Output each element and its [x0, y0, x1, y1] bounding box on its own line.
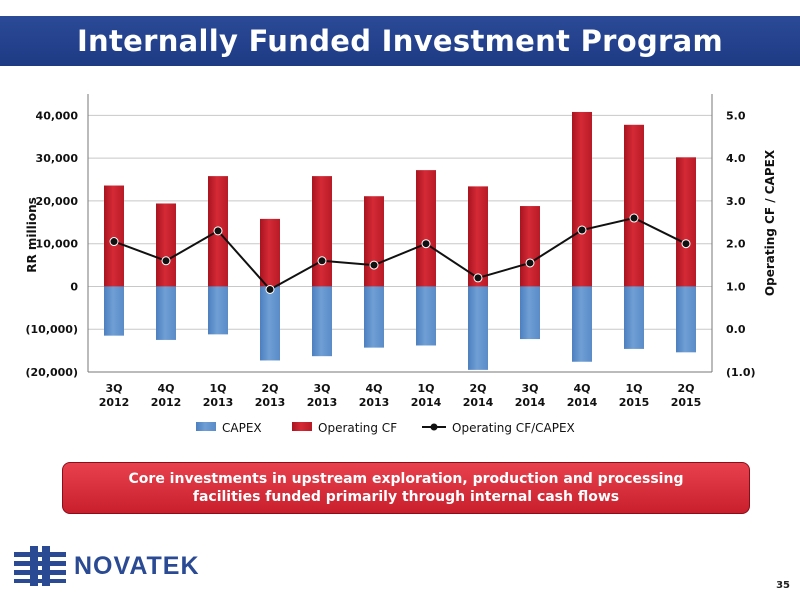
x-tick-label: 2012: [99, 396, 130, 409]
capex-bar: [572, 286, 592, 362]
x-tick-label: 3Q: [105, 382, 122, 395]
operating-cf-bar: [468, 186, 488, 287]
y2-tick-label: 0.0: [726, 323, 746, 336]
x-tick-label: 4Q: [365, 382, 382, 395]
y-tick-label: 10,000: [36, 238, 79, 251]
ratio-point: [421, 239, 431, 249]
y2-tick-label: 4.0: [726, 152, 746, 165]
capex-bar: [624, 286, 644, 349]
x-tick-label: 2014: [411, 396, 442, 409]
operating-cf-bar: [364, 196, 384, 287]
operating-cf-bar: [312, 176, 332, 287]
legend-swatch-ratio-point: [430, 423, 438, 431]
x-tick-label: 1Q: [417, 382, 434, 395]
x-tick-label: 1Q: [209, 382, 226, 395]
ratio-point: [629, 213, 639, 223]
operating-cf-bar: [260, 218, 280, 287]
title-bar: Internally Funded Investment Program: [0, 16, 800, 66]
operating-cf-bar: [156, 203, 176, 287]
chart-container: (20,000) (10,000) 0 10,000 20,000 30,000 40,00…: [0, 80, 800, 460]
ratio-point: [577, 225, 587, 235]
capex-bar: [104, 286, 124, 336]
x-tick-label: 1Q: [625, 382, 642, 395]
novatek-logo: NOVATEK: [14, 546, 200, 586]
x-tick-label: 2014: [567, 396, 598, 409]
ratio-point: [161, 256, 171, 266]
x-tick-label: 2015: [619, 396, 650, 409]
x-tick-label: 2013: [203, 396, 234, 409]
legend-swatch-capex: [196, 422, 216, 431]
x-tick-label: 4Q: [157, 382, 174, 395]
y-tick-label: 20,000: [36, 195, 79, 208]
x-tick-label: 2Q: [469, 382, 486, 395]
logo-text: NOVATEK: [74, 551, 200, 580]
legend-label-ratio: Operating CF/CAPEX: [452, 421, 575, 435]
capex-bar: [260, 286, 280, 361]
y2-tick-label: 1.0: [726, 280, 746, 293]
y-tick-label: 40,000: [36, 109, 79, 122]
operating-cf-bar: [572, 111, 592, 287]
callout-box: Core investments in upstream exploration…: [62, 462, 750, 514]
x-tick-label: 2012: [151, 396, 182, 409]
page-number: 35: [776, 580, 790, 591]
ratio-point: [681, 239, 691, 249]
ratio-point: [109, 237, 119, 247]
y2-tick-label: 3.0: [726, 195, 746, 208]
operating-cf-bar: [104, 185, 124, 287]
x-tick-label: 2013: [307, 396, 338, 409]
legend-label-operating-cf: Operating CF: [318, 421, 397, 435]
capex-bar: [416, 286, 436, 346]
x-tick-label: 4Q: [573, 382, 590, 395]
capex-bar: [520, 286, 540, 340]
x-tick-label: 3Q: [521, 382, 538, 395]
y-tick-label: (10,000): [25, 323, 78, 336]
capex-bar: [156, 286, 176, 340]
y-tick-label: 30,000: [36, 152, 79, 165]
x-tick-label: 2Q: [261, 382, 278, 395]
y-tick-label: (20,000): [25, 366, 78, 379]
ratio-point: [213, 226, 223, 236]
operating-cf-bar: [624, 124, 644, 287]
ratio-point: [473, 273, 483, 283]
callout-text: Core investments in upstream exploration…: [128, 471, 684, 505]
ratio-point: [265, 284, 275, 294]
legend-label-capex: CAPEX: [222, 421, 262, 435]
capex-bar: [676, 286, 696, 353]
x-tick-label: 3Q: [313, 382, 330, 395]
y2-tick-label: 2.0: [726, 238, 746, 251]
capex-bar: [364, 286, 384, 348]
y-axis-title: RR millions: [25, 197, 39, 273]
capex-bar: [208, 286, 228, 335]
page-title: Internally Funded Investment Program: [76, 24, 724, 58]
operating-cf-bar: [416, 170, 436, 287]
operating-cf-bar: [520, 206, 540, 287]
legend-swatch-operating-cf: [292, 422, 312, 431]
capex-bar: [468, 286, 488, 370]
ratio-point: [525, 258, 535, 268]
y2-tick-label: 5.0: [726, 109, 746, 122]
x-tick-label: 2014: [515, 396, 546, 409]
x-tick-label: 2013: [255, 396, 286, 409]
x-tick-label: 2014: [463, 396, 494, 409]
y2-tick-label: (1.0): [726, 366, 756, 379]
x-tick-label: 2Q: [677, 382, 694, 395]
logo-mark-icon: [14, 546, 66, 586]
ratio-point: [369, 260, 379, 270]
x-tick-label: 2013: [359, 396, 390, 409]
combo-chart: (20,000) (10,000) 0 10,000 20,000 30,000 40,00…: [25, 94, 777, 435]
y-tick-label: 0: [70, 280, 78, 293]
ratio-line: [113, 216, 687, 291]
capex-bar: [312, 286, 332, 357]
y2-axis-title: Operating CF / CAPEX: [763, 149, 777, 296]
x-tick-label: 2015: [671, 396, 702, 409]
ratio-point: [317, 256, 327, 266]
operating-cf-bar: [676, 157, 696, 287]
